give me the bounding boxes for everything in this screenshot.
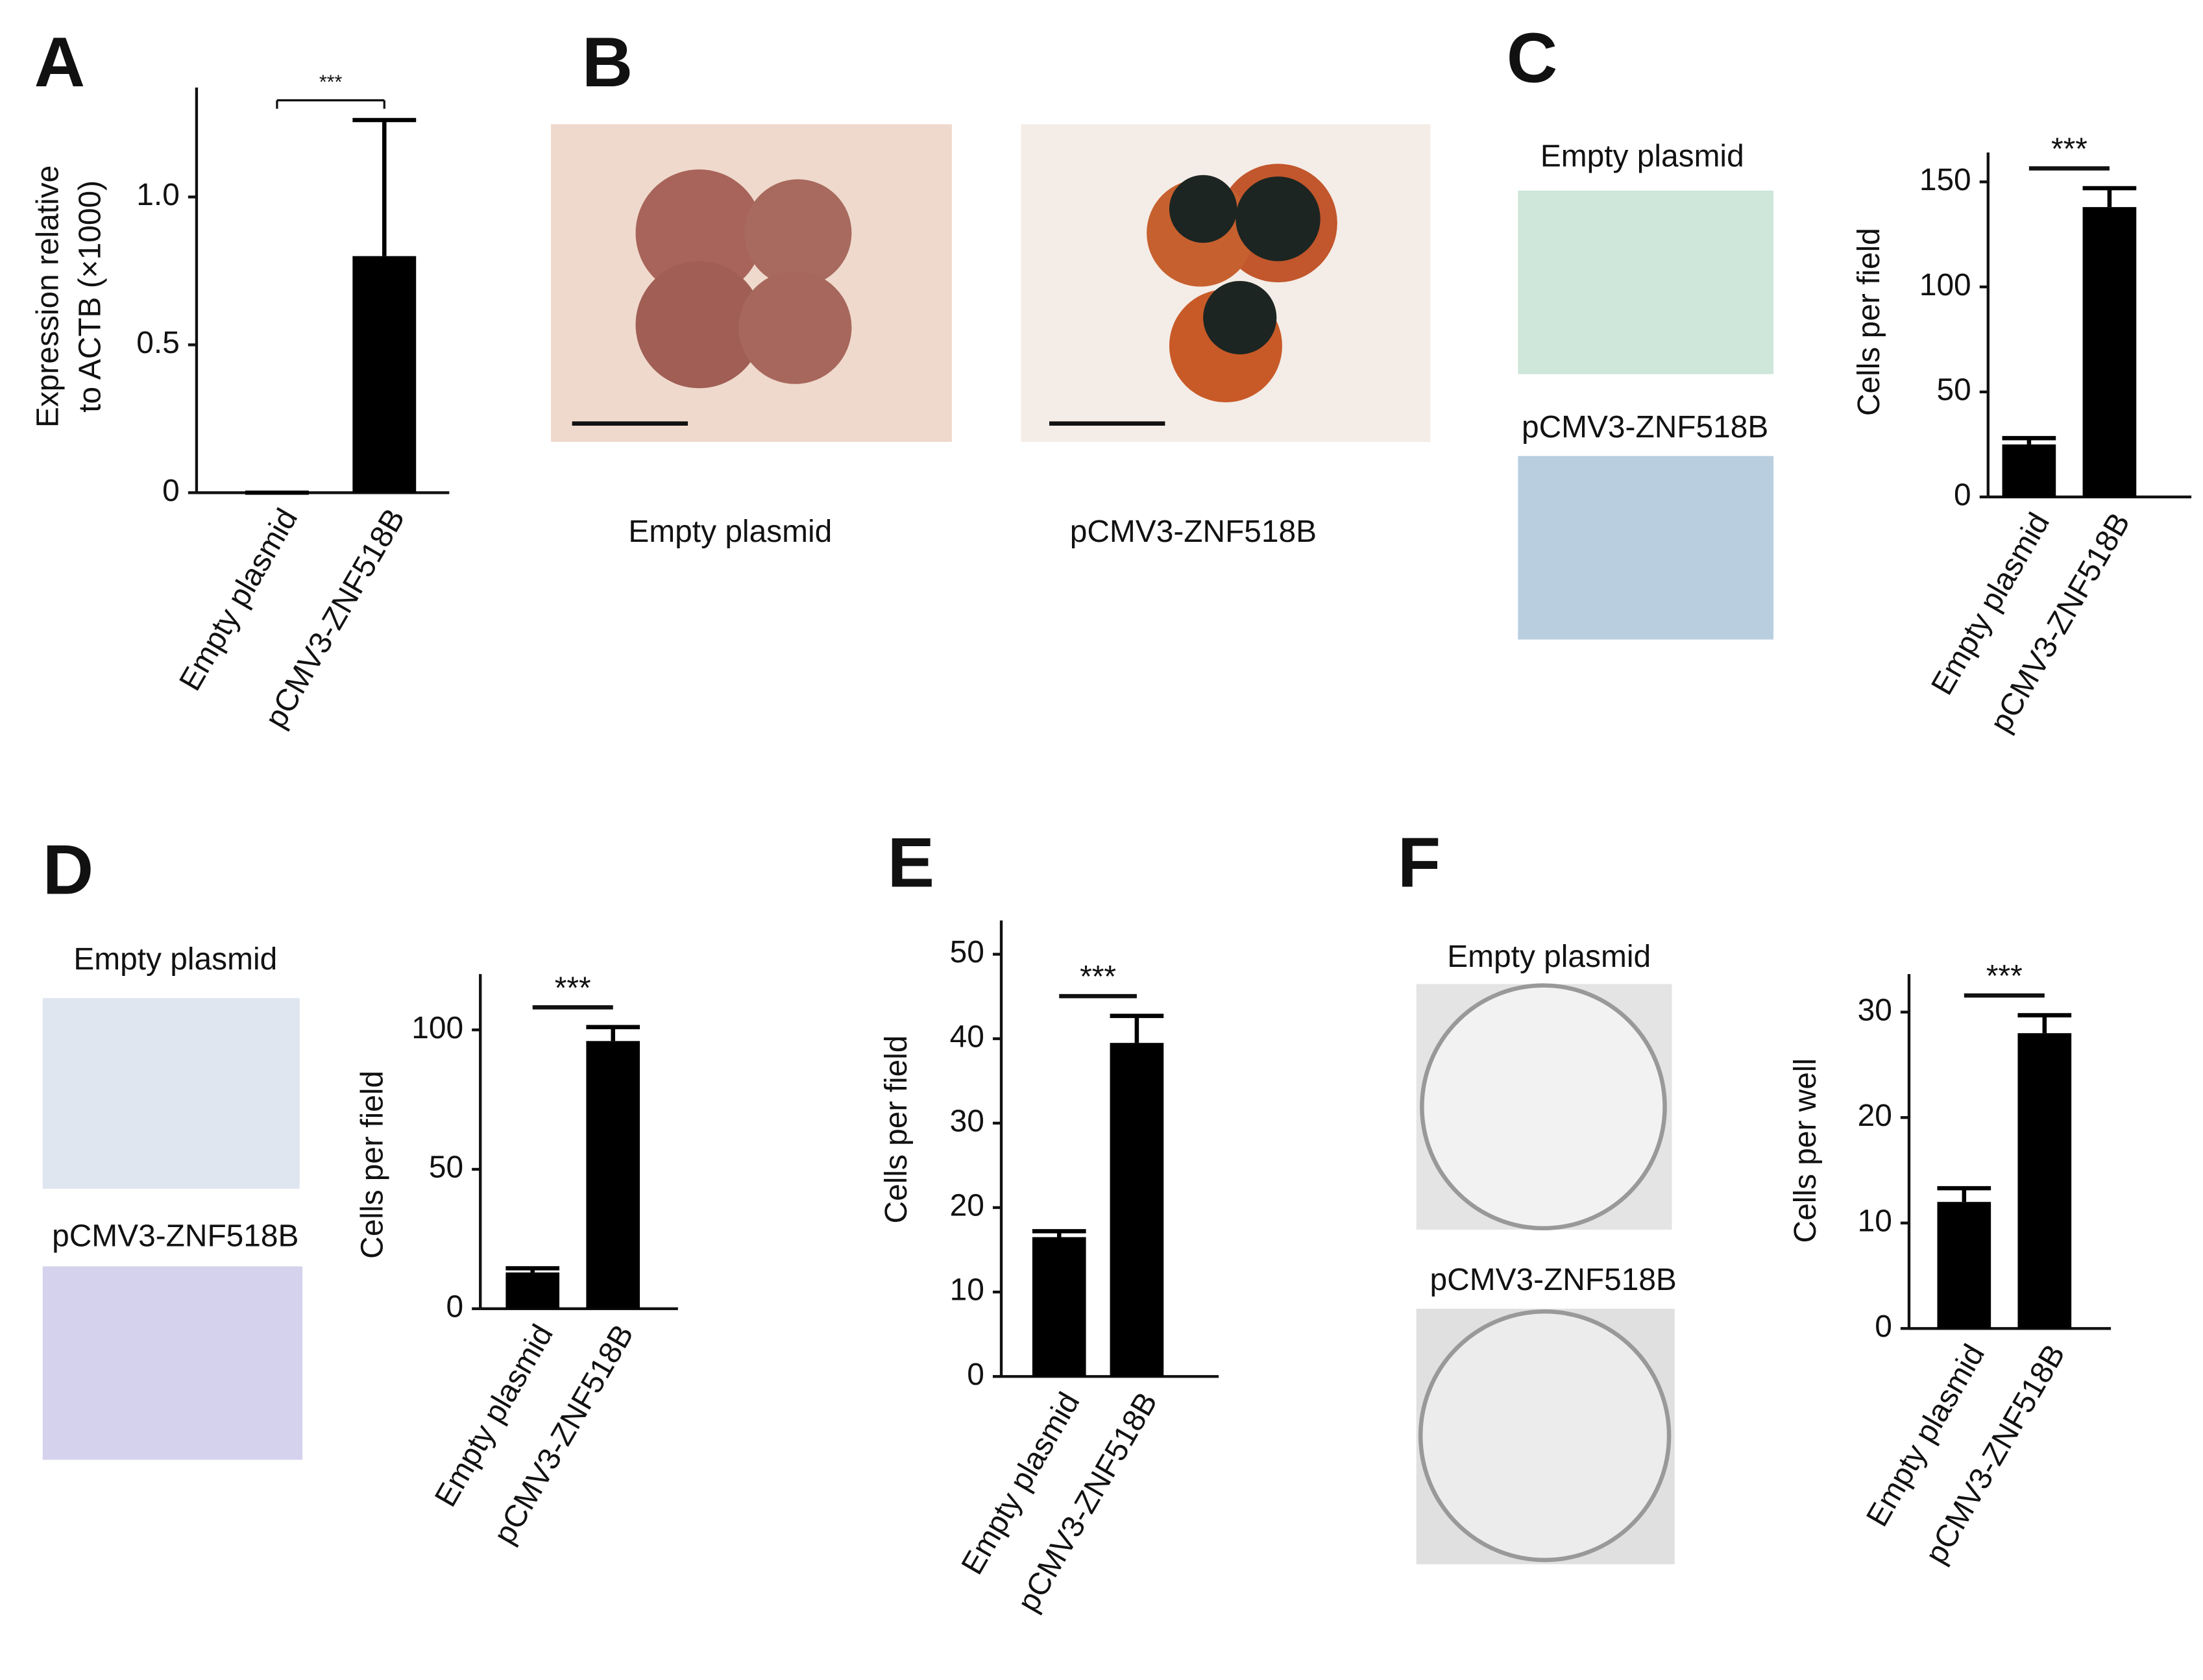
error-bar: [2002, 435, 2056, 444]
micrograph-b2: [1021, 124, 1431, 442]
y-axis-label: Cells per field: [879, 1036, 914, 1224]
bar: [1032, 1237, 1086, 1377]
y-axis-label: Cells per field: [1852, 228, 1886, 416]
y-tick-label: 100: [411, 1011, 463, 1045]
y-tick-label: 20: [950, 1189, 984, 1223]
colony-plate-f1: [1416, 983, 1672, 1231]
image-caption: Empty plasmid: [1447, 940, 1651, 974]
y-axis-label: Cells per field: [356, 1071, 390, 1259]
x-tick-label: Empty plasmid: [173, 503, 304, 696]
y-tick-label: 0: [1875, 1309, 1892, 1344]
significance-label: ***: [319, 71, 343, 93]
image-caption: Empty plasmid: [73, 942, 277, 977]
panel-label: A: [34, 23, 86, 102]
y-tick-label: 0.5: [136, 326, 180, 360]
error-bar: [1032, 1229, 1086, 1237]
image-caption: pCMV3-ZNF518B: [1430, 1263, 1677, 1297]
y-tick-label: 0: [446, 1289, 463, 1324]
y-tick-label: 1.0: [136, 178, 180, 212]
y-tick-label: 50: [1936, 373, 1971, 408]
y-tick-label: 10: [950, 1273, 984, 1308]
micrograph-c2: [1518, 456, 1774, 640]
error-bar: [1110, 1014, 1164, 1043]
micrograph-c1: [1518, 190, 1774, 374]
y-tick-label: 40: [950, 1019, 984, 1054]
y-axis-label: Cells per well: [1788, 1058, 1823, 1243]
y-tick-label: 0: [162, 474, 180, 508]
image-caption: pCMV3-ZNF518B: [52, 1219, 298, 1254]
y-tick-label: 0: [967, 1357, 984, 1392]
bar: [352, 256, 417, 493]
bar: [2002, 444, 2056, 497]
significance-label: ***: [1080, 960, 1116, 995]
image-caption: pCMV3-ZNF518B: [1070, 515, 1317, 549]
bar: [505, 1272, 560, 1309]
y-tick-label: 30: [950, 1104, 984, 1138]
y-tick-label: 10: [1858, 1204, 1892, 1238]
error-bar: [352, 117, 417, 256]
error-bar: [1937, 1186, 1991, 1202]
error-bar: [586, 1025, 640, 1041]
y-tick-label: 150: [1919, 163, 1971, 197]
panel-label: C: [1507, 19, 1558, 98]
micrograph-d2: [42, 1266, 303, 1460]
y-axis-label: Expression relative: [30, 165, 65, 428]
error-bar: [2017, 1013, 2072, 1034]
y-tick-label: 20: [1858, 1099, 1892, 1133]
y-axis-label: to ACTB (×1000): [73, 180, 108, 413]
panel-label: B: [582, 23, 633, 102]
x-tick-label: pCMV3-ZNF518B: [1011, 1387, 1164, 1618]
image-caption: Empty plasmid: [628, 515, 832, 549]
bar: [1937, 1202, 1991, 1329]
panel-label: D: [43, 831, 94, 910]
y-tick-label: 50: [429, 1150, 463, 1185]
bar: [1110, 1043, 1164, 1377]
significance-label: ***: [1986, 960, 2023, 994]
error-bar: [505, 1266, 560, 1272]
error-bar: [2082, 186, 2137, 208]
y-tick-label: 100: [1919, 268, 1971, 302]
image-caption: pCMV3-ZNF518B: [1522, 410, 1768, 444]
bar: [586, 1041, 640, 1309]
panel-label: F: [1398, 824, 1441, 903]
image-caption: Empty plasmid: [1540, 139, 1744, 173]
y-tick-label: 30: [1858, 993, 1892, 1027]
bar: [2082, 207, 2137, 497]
bar: [2017, 1033, 2072, 1329]
significance-label: ***: [555, 971, 591, 1006]
y-tick-label: 0: [1954, 478, 1971, 512]
micrograph-d1: [42, 998, 300, 1189]
colony-plate-f2: [1416, 1308, 1675, 1564]
y-tick-label: 50: [950, 935, 984, 969]
panel-label: E: [888, 824, 935, 903]
significance-label: ***: [2051, 132, 2087, 167]
micrograph-b1: [551, 124, 952, 442]
